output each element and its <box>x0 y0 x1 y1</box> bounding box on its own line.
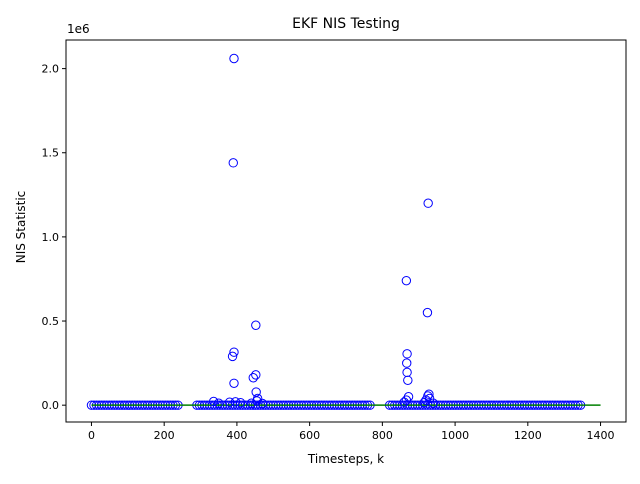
data-point <box>428 398 438 408</box>
chart-title: EKF NIS Testing <box>292 16 400 32</box>
x-tick-label: 1000 <box>441 429 469 442</box>
data-point <box>229 378 239 388</box>
data-point <box>402 358 412 368</box>
data-point <box>424 389 434 399</box>
plot-frame <box>65 39 627 423</box>
data-point <box>419 397 429 408</box>
data-point <box>248 373 258 383</box>
data-point <box>228 158 238 168</box>
data-point <box>246 398 257 408</box>
data-point <box>229 347 239 357</box>
data-point <box>230 397 241 407</box>
x-axis: 0 200 400 600 800 1000 1200 1400 <box>88 422 615 442</box>
data-point <box>399 397 409 407</box>
data-point <box>251 320 261 330</box>
data-point <box>257 398 268 409</box>
data-point <box>235 397 246 408</box>
x-tick-label: 1200 <box>514 429 542 442</box>
data-point <box>251 370 261 380</box>
data-point <box>208 396 219 407</box>
y-tick-label: 0.0 <box>42 399 60 412</box>
y-tick-label: 2.0 <box>42 63 60 76</box>
data-point <box>402 349 412 359</box>
data-point <box>227 351 238 362</box>
x-tick-label: 600 <box>299 429 320 442</box>
y-tick-label: 1.0 <box>42 231 60 244</box>
plot-area <box>86 53 601 410</box>
data-point <box>422 307 433 318</box>
data-point <box>401 395 412 405</box>
y-axis: 0.0 0.5 1.0 1.5 2.0 <box>42 63 66 412</box>
data-point <box>224 397 235 407</box>
x-tick-label: 1400 <box>587 429 615 442</box>
x-tick-label: 800 <box>372 429 393 442</box>
x-axis-label: Timesteps, k <box>307 452 384 466</box>
data-point <box>251 387 261 397</box>
y-tick-label: 0.5 <box>42 315 60 328</box>
data-point <box>403 375 413 385</box>
data-point <box>214 398 224 408</box>
data-point <box>229 53 239 64</box>
y-axis-label: NIS Statistic <box>14 191 28 264</box>
x-tick-label: 400 <box>226 429 247 442</box>
y-offset-label: 1e6 <box>67 22 90 36</box>
data-point <box>423 198 433 208</box>
data-point <box>401 275 412 286</box>
data-point <box>252 396 262 406</box>
data-point <box>402 367 412 378</box>
x-tick-label: 200 <box>154 429 175 442</box>
x-tick-label: 0 <box>88 429 95 442</box>
y-tick-label: 1.5 <box>42 147 60 160</box>
